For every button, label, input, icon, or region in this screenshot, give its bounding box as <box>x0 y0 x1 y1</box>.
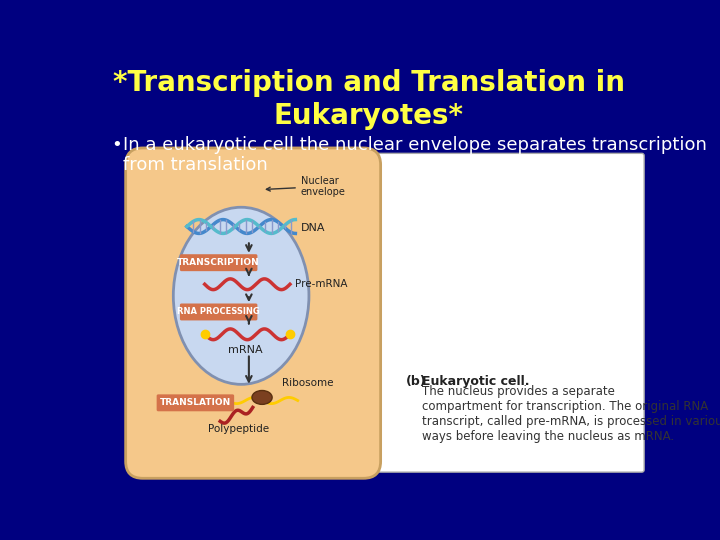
Text: Ribosome: Ribosome <box>282 378 333 388</box>
Text: *Transcription and Translation in
Eukaryotes*: *Transcription and Translation in Eukary… <box>113 69 625 130</box>
FancyBboxPatch shape <box>180 303 258 320</box>
Text: Eukaryotic cell.: Eukaryotic cell. <box>422 375 529 388</box>
Ellipse shape <box>174 207 309 384</box>
Text: mRNA: mRNA <box>228 345 262 355</box>
Text: RNA PROCESSING: RNA PROCESSING <box>177 307 260 316</box>
Text: (b): (b) <box>406 375 427 388</box>
Text: •: • <box>112 136 122 154</box>
Text: TRANSLATION: TRANSLATION <box>160 399 231 407</box>
Text: The nucleus provides a separate
compartment for transcription. The original RNA
: The nucleus provides a separate compartm… <box>422 385 720 443</box>
Text: In a eukaryotic cell the nuclear envelope separates transcription
from translati: In a eukaryotic cell the nuclear envelop… <box>122 136 706 174</box>
FancyBboxPatch shape <box>157 394 234 411</box>
FancyBboxPatch shape <box>128 153 644 472</box>
FancyBboxPatch shape <box>180 254 258 271</box>
Ellipse shape <box>252 390 272 404</box>
Text: Nuclear
envelope: Nuclear envelope <box>266 176 346 197</box>
Text: DNA: DNA <box>301 223 325 233</box>
Text: TRANSCRIPTION: TRANSCRIPTION <box>177 258 260 267</box>
Text: Pre-mRNA: Pre-mRNA <box>295 279 348 289</box>
Text: Polypeptide: Polypeptide <box>208 423 269 434</box>
FancyBboxPatch shape <box>126 148 381 478</box>
